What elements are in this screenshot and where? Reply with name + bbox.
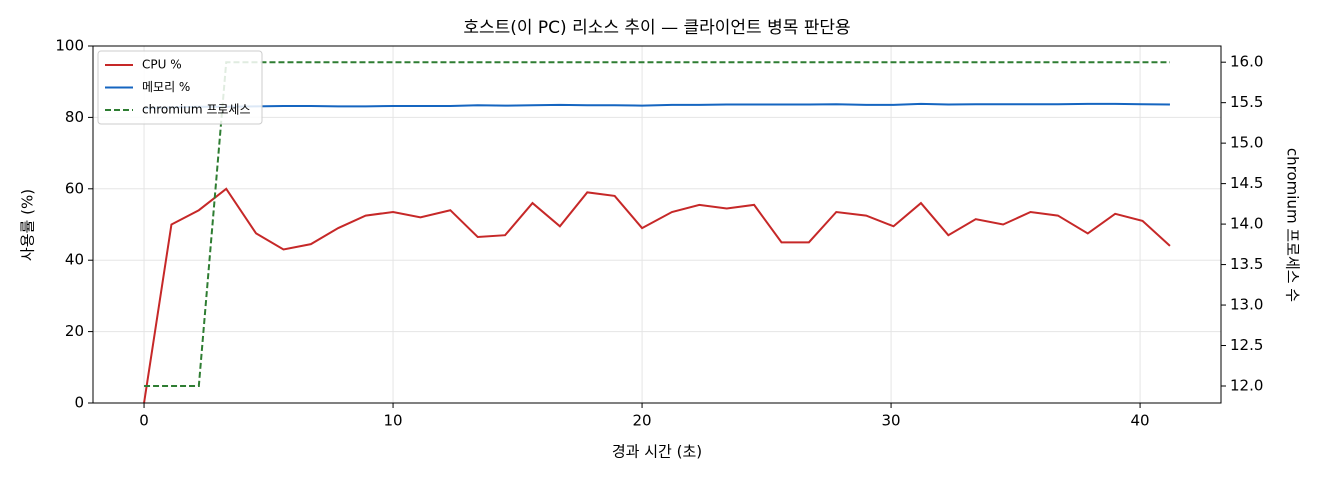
y-tick-label: 0 — [74, 394, 84, 412]
y-tick-label: 20 — [65, 322, 84, 340]
y2-tick-label: 13.0 — [1230, 296, 1263, 314]
y2-tick-label: 15.5 — [1230, 93, 1263, 111]
y2-tick-label: 12.5 — [1230, 336, 1263, 354]
y-tick-label: 60 — [65, 179, 84, 197]
y2-tick-label: 13.5 — [1230, 255, 1263, 273]
series-line — [144, 102, 1170, 110]
legend-box — [97, 50, 263, 125]
y2-tick-label: 15.0 — [1230, 134, 1263, 152]
x-tick-label: 20 — [633, 412, 652, 430]
y2-tick-label: 14.0 — [1230, 215, 1263, 233]
x-tick-label: 0 — [139, 412, 149, 430]
series-line — [144, 61, 1170, 387]
x-tick-label: 30 — [882, 412, 901, 430]
legend: CPU % 메모리 % chromium 프로세스 — [97, 50, 263, 125]
y-axis-label: 사용률 (%) — [19, 189, 37, 261]
y2-axis-label: chromium 프로세스 수 — [1284, 148, 1302, 302]
legend-label: 메모리 % — [142, 80, 190, 94]
y2-tick-label: 16.0 — [1230, 53, 1263, 71]
legend-label: CPU % — [142, 58, 182, 72]
y-tick-label: 80 — [65, 108, 84, 126]
chart-title: 호스트(이 PC) 리소스 추이 — 클라이언트 병목 판단용 — [463, 18, 850, 38]
y-tick-label: 40 — [65, 251, 84, 269]
x-tick-label: 10 — [384, 412, 403, 430]
plot-frame — [92, 45, 1222, 404]
series-line — [143, 187, 1171, 404]
y2-tick-label: 12.0 — [1230, 377, 1263, 395]
x-axis-label: 경과 시간 (초) — [612, 443, 702, 461]
y-tick-label: 100 — [55, 37, 84, 55]
x-tick-label: 40 — [1131, 412, 1150, 430]
legend-label: chromium 프로세스 — [142, 103, 251, 117]
y2-tick-label: 14.5 — [1230, 174, 1263, 192]
